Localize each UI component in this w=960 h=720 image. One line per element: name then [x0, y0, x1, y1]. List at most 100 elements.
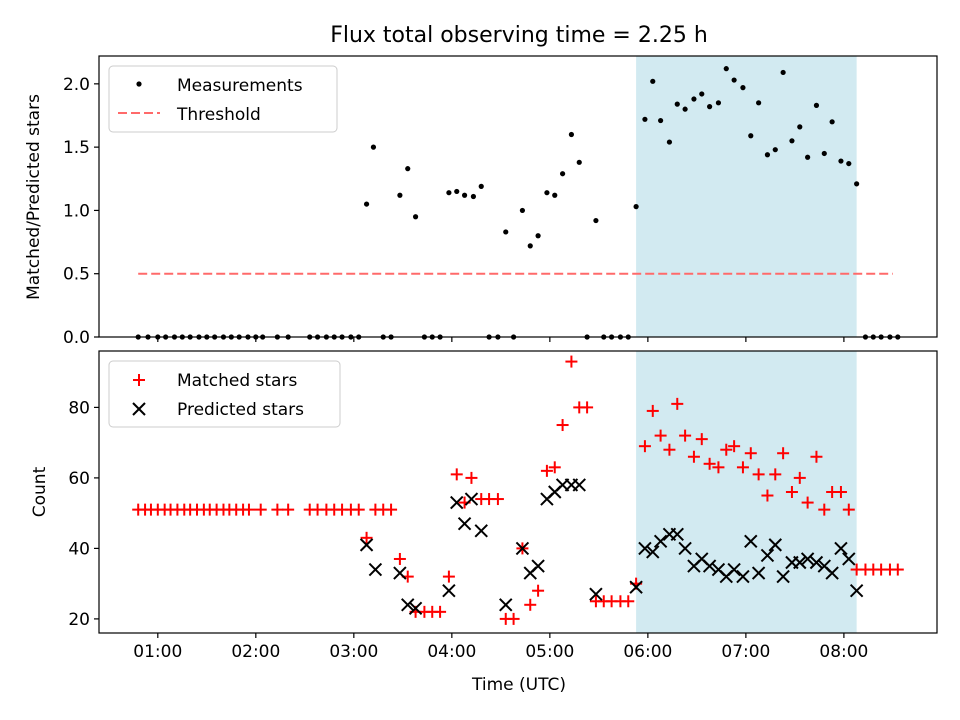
ratio-y-tick-label: 0.0: [63, 328, 90, 348]
matched-star-point: [393, 552, 406, 565]
predicted-star-point: [809, 555, 824, 570]
measurement-point: [666, 139, 673, 145]
predicted-star-point: [646, 545, 660, 559]
matched-star-point: [842, 503, 855, 516]
matched-star-point: [465, 471, 478, 484]
predicted-legend-marker: [132, 402, 146, 416]
measurement-point: [789, 138, 795, 144]
matched-star-point: [360, 531, 373, 544]
predicted-star-point: [450, 495, 464, 510]
predicted-star-point: [638, 541, 652, 556]
measurement-point: [756, 100, 762, 106]
measurement-point: [691, 96, 697, 102]
predicted-star-point: [359, 538, 374, 552]
measurement-point: [723, 66, 729, 72]
measurement-point: [674, 101, 680, 107]
predicted-star-point: [800, 552, 815, 566]
predicted-star-point: [751, 566, 766, 580]
matched-star-point: [663, 443, 676, 456]
predicted-star-point: [670, 527, 684, 542]
matched-star-point: [834, 486, 847, 498]
measurement-point: [772, 147, 778, 153]
matched-star-point: [385, 503, 398, 516]
x-tick-label: 08:00: [819, 642, 868, 662]
predicted-star-point: [393, 566, 407, 580]
measurement-point: [642, 116, 648, 122]
matched-star-point: [646, 404, 659, 417]
measurement-point: [370, 144, 377, 150]
matched-star-point: [491, 493, 504, 506]
measurement-point: [593, 217, 599, 224]
x-tick-label: 02:00: [231, 642, 280, 662]
predicted-star-point: [834, 541, 848, 556]
measurement-point: [682, 106, 688, 112]
matched-star-point: [271, 503, 284, 516]
predicted-star-point: [793, 555, 807, 570]
predicted-star-point: [629, 580, 643, 594]
legend-predicted-stars: Predicted stars: [177, 400, 304, 420]
measurement-point: [740, 85, 746, 91]
predicted-star-point: [736, 569, 750, 584]
count-panel: 20 40 60 80 01:00 02:00 03:00 04:00 05:00 06:00 07…: [68, 350, 938, 662]
ratio-y-tick-label: 1.0: [63, 201, 90, 221]
measurement-point: [715, 100, 722, 106]
matched-star-point: [810, 450, 823, 463]
matched-star-point: [524, 598, 537, 611]
matched-star-point: [777, 447, 790, 460]
measurement-point: [461, 192, 468, 198]
predicted-star-point: [572, 478, 586, 492]
matched-star-point: [769, 468, 782, 481]
matched-star-point: [556, 419, 569, 432]
matched-star-point: [720, 443, 733, 456]
count-y-tick-label: 60: [68, 469, 90, 489]
measurement-point: [707, 104, 713, 110]
matched-star-point: [687, 450, 700, 463]
matched-star-point: [744, 447, 757, 460]
count-y-axis-label: Count: [30, 466, 50, 517]
measurement-point: [846, 160, 852, 167]
count-observing-window: [636, 351, 857, 633]
matched-star-point: [434, 605, 447, 618]
predicted-star-point: [760, 548, 775, 563]
matched-star-point: [507, 612, 520, 625]
measurement-point: [454, 188, 460, 195]
matched-star-point: [242, 503, 255, 516]
predicted-star-point: [499, 598, 513, 612]
predicted-star-point: [678, 541, 692, 556]
matched-star-point: [548, 461, 561, 474]
matched-star-point: [712, 461, 725, 474]
predicted-star-point: [368, 562, 383, 577]
measurement-point: [633, 204, 639, 210]
matched-legend-marker: [133, 374, 145, 386]
count-y-tick-label: 40: [68, 539, 90, 559]
predicted-star-point: [515, 541, 530, 556]
measurement-point: [829, 119, 835, 125]
measurement-point: [650, 78, 656, 84]
measurement-point: [780, 69, 786, 76]
matched-star-point: [581, 401, 594, 414]
measurement-point: [552, 192, 558, 198]
matched-star-point: [540, 464, 553, 477]
count-legend: Matched stars Predicted stars: [108, 360, 341, 428]
predicted-star-point: [727, 562, 741, 577]
measurement-point: [446, 190, 452, 196]
measurement-point: [397, 192, 403, 198]
measurement-point: [699, 91, 705, 97]
matched-star-point: [565, 355, 578, 368]
predicted-star-point: [849, 583, 864, 598]
measurement-point: [470, 193, 477, 200]
measurement-point: [764, 152, 771, 158]
matched-star-point: [752, 468, 765, 481]
matched-star-point: [695, 433, 708, 446]
predicted-star-point: [464, 492, 479, 506]
ratio-panel: 0.0 0.5 1.0 1.5 2.0: [63, 55, 938, 348]
measurement-point: [405, 166, 411, 172]
matched-star-point: [352, 503, 365, 516]
predicted-star-point: [589, 587, 603, 601]
measurement-point: [503, 229, 509, 235]
measurement-point: [576, 159, 582, 165]
count-axes-frame: [98, 350, 938, 634]
measurement-point: [412, 214, 419, 220]
matched-star-point: [654, 429, 667, 442]
measurement-point: [544, 190, 550, 196]
